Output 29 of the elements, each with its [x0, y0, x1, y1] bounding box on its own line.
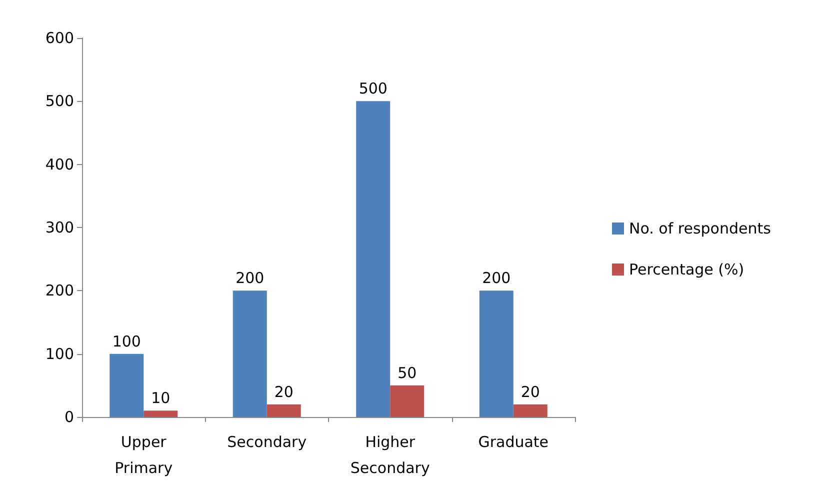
bar	[356, 101, 390, 417]
y-tick-label: 500	[45, 92, 74, 110]
bar	[513, 404, 548, 417]
legend-label: No. of respondents	[629, 220, 772, 238]
x-tick-label: Higher Secondary	[350, 433, 430, 477]
bar	[390, 385, 424, 417]
data-label: 200	[482, 269, 511, 288]
y-tick-label: 400	[45, 155, 74, 174]
y-tick-label: 600	[45, 29, 74, 47]
legend-label: Percentage (%)	[629, 260, 744, 278]
data-label: 10	[151, 389, 170, 408]
data-label: 50	[398, 364, 417, 382]
data-label: 100	[112, 332, 141, 350]
bar	[266, 404, 301, 417]
data-label: 200	[236, 269, 264, 288]
x-tick-label: Upper Primary	[114, 433, 173, 477]
bar	[144, 410, 178, 417]
y-tick-label: 100	[45, 344, 74, 363]
y-tick-label: 300	[45, 218, 74, 236]
bar	[110, 354, 144, 417]
y-tick-label: 200	[45, 282, 74, 300]
x-tick-label: Secondary	[227, 433, 307, 451]
x-tick-label: Graduate	[478, 433, 549, 451]
bar	[479, 290, 514, 417]
data-label: 500	[358, 80, 388, 98]
y-tick-label: 0	[64, 408, 74, 426]
data-label: 20	[520, 382, 540, 401]
bar	[232, 290, 267, 417]
data-label: 20	[274, 382, 294, 401]
